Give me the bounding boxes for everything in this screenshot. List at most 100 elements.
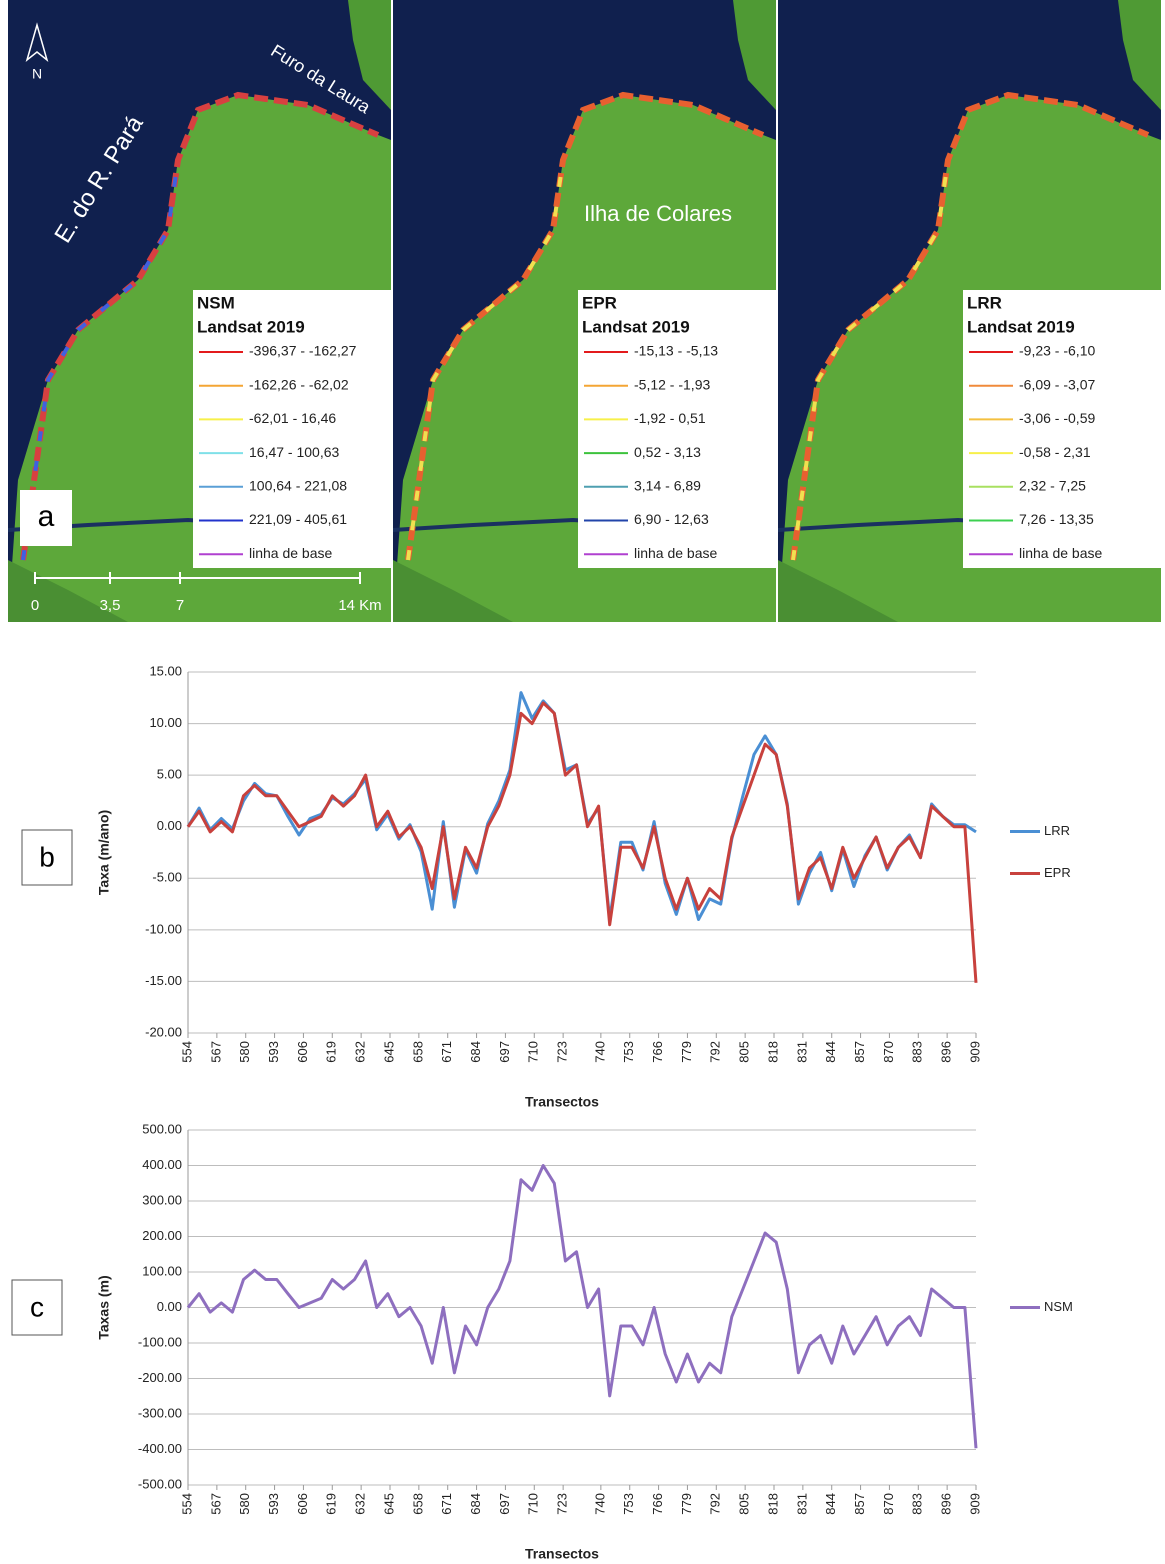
legend-label: EPR	[1044, 865, 1071, 880]
legend-title: LRR	[967, 293, 1002, 312]
x-tick-label: 619	[324, 1041, 339, 1063]
x-tick-label: 740	[592, 1041, 607, 1063]
x-tick-label: 684	[468, 1041, 483, 1063]
x-tick-label: 883	[910, 1041, 925, 1063]
x-tick-label: 740	[592, 1493, 607, 1515]
x-tick-label: 723	[555, 1041, 570, 1063]
panel-label: b	[39, 841, 55, 872]
x-tick-label: 580	[237, 1493, 252, 1515]
x-tick-label: 870	[881, 1041, 896, 1063]
scale-label: 3,5	[100, 597, 121, 614]
y-tick-label: -10.00	[145, 921, 182, 936]
x-tick-label: 766	[650, 1041, 665, 1063]
x-tick-label: 606	[295, 1493, 310, 1515]
legend-label: -9,23 - -6,10	[1019, 343, 1095, 359]
x-tick-label: 753	[621, 1041, 636, 1063]
y-tick-label: -5.00	[152, 870, 182, 885]
x-tick-label: 883	[910, 1493, 925, 1515]
legend-title: NSM	[197, 293, 235, 312]
x-axis-title: Transectos	[525, 1546, 599, 1562]
x-tick-label: 831	[794, 1041, 809, 1063]
legend-subtitle: Landsat 2019	[582, 317, 690, 336]
x-tick-label: 844	[823, 1493, 838, 1515]
panel-label: a	[38, 500, 55, 533]
y-tick-label: 200.00	[142, 1228, 182, 1243]
island-label: Ilha de Colares	[584, 201, 732, 226]
x-tick-label: 645	[381, 1493, 396, 1515]
y-tick-label: 0.00	[157, 818, 182, 833]
x-tick-label: 723	[555, 1493, 570, 1515]
map-panel: LRR Landsat 2019 -9,23 - -6,10 -6,09 - -3,0…	[778, 0, 1161, 622]
legend-label: LRR	[1044, 823, 1070, 838]
legend-label: -396,37 - -162,27	[249, 343, 357, 359]
y-axis-title: Taxas (m)	[96, 1275, 112, 1339]
x-tick-label: 697	[497, 1493, 512, 1515]
legend-label: linha de base	[1019, 545, 1103, 561]
x-tick-label: 766	[650, 1493, 665, 1515]
legend-label: 7,26 - 13,35	[1019, 511, 1094, 527]
x-tick-label: 857	[852, 1493, 867, 1515]
legend-label: 100,64 - 221,08	[249, 478, 347, 494]
x-tick-label: 671	[439, 1493, 454, 1515]
y-tick-label: -300.00	[138, 1405, 182, 1420]
series-line	[188, 1166, 976, 1449]
y-tick-label: -15.00	[145, 973, 182, 988]
x-tick-label: 779	[679, 1041, 694, 1063]
x-tick-label: 606	[295, 1041, 310, 1063]
y-tick-label: 10.00	[149, 715, 182, 730]
x-axis-title: Transectos	[525, 1094, 599, 1110]
scale-label: 0	[31, 597, 39, 614]
legend-label: -0,58 - 2,31	[1019, 444, 1091, 460]
legend-label: 2,32 - 7,25	[1019, 478, 1086, 494]
x-tick-label: 658	[410, 1493, 425, 1515]
legend-label: -15,13 - -5,13	[634, 343, 718, 359]
x-tick-label: 844	[823, 1041, 838, 1063]
legend-label: -62,01 - 16,46	[249, 410, 336, 426]
y-tick-label: 300.00	[142, 1192, 182, 1207]
legend-label: linha de base	[634, 545, 718, 561]
x-tick-label: 593	[266, 1041, 281, 1063]
y-tick-label: 15.00	[149, 663, 182, 678]
legend-label: -6,09 - -3,07	[1019, 376, 1095, 392]
y-tick-label: 500.00	[142, 1121, 182, 1136]
x-tick-label: 909	[967, 1493, 982, 1515]
x-tick-label: 671	[439, 1041, 454, 1063]
legend-label: 3,14 - 6,89	[634, 478, 701, 494]
x-tick-label: 818	[765, 1493, 780, 1515]
legend-label: 221,09 - 405,61	[249, 511, 347, 527]
y-tick-label: 5.00	[157, 767, 182, 782]
x-tick-label: 792	[708, 1493, 723, 1515]
legend-label: NSM	[1044, 1299, 1073, 1314]
legend-label: linha de base	[249, 545, 333, 561]
x-tick-label: 593	[266, 1493, 281, 1515]
x-tick-label: 580	[237, 1041, 252, 1063]
x-tick-label: 896	[939, 1493, 954, 1515]
x-tick-label: 857	[852, 1041, 867, 1063]
scale-label: 14 Km	[338, 597, 381, 614]
x-tick-label: 710	[526, 1493, 541, 1515]
x-tick-label: 554	[179, 1041, 194, 1063]
legend-subtitle: Landsat 2019	[197, 317, 305, 336]
x-tick-label: 658	[410, 1041, 425, 1063]
x-tick-label: 567	[208, 1493, 223, 1515]
x-tick-label: 909	[967, 1041, 982, 1063]
legend-title: EPR	[582, 293, 617, 312]
y-tick-label: -20.00	[145, 1024, 182, 1039]
x-tick-label: 632	[353, 1041, 368, 1063]
x-tick-label: 805	[737, 1041, 752, 1063]
y-tick-label: 100.00	[142, 1263, 182, 1278]
x-tick-label: 567	[208, 1041, 223, 1063]
y-tick-label: -200.00	[138, 1370, 182, 1385]
x-tick-label: 870	[881, 1493, 896, 1515]
x-tick-label: 619	[324, 1493, 339, 1515]
legend-label: 0,52 - 3,13	[634, 444, 701, 460]
x-tick-label: 645	[381, 1041, 396, 1063]
legend-subtitle: Landsat 2019	[967, 317, 1075, 336]
x-tick-label: 697	[497, 1041, 512, 1063]
x-tick-label: 831	[794, 1493, 809, 1515]
x-tick-label: 896	[939, 1041, 954, 1063]
panel-label: c	[30, 1291, 44, 1322]
scale-label: 7	[176, 597, 184, 614]
x-tick-label: 818	[765, 1041, 780, 1063]
x-tick-label: 554	[179, 1493, 194, 1515]
